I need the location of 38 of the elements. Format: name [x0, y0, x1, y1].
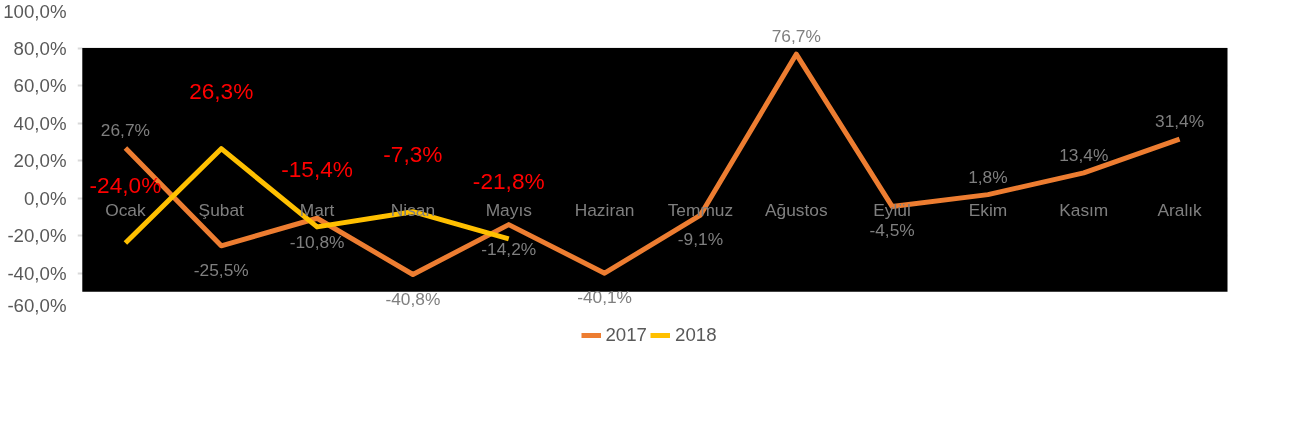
data-label: -14,2%: [481, 238, 537, 259]
data-label: 26,7%: [100, 119, 150, 140]
legend-label: 2018: [675, 324, 717, 346]
y-tick-label: 60,0%: [13, 75, 67, 96]
y-tick-label: 20,0%: [13, 150, 67, 171]
y-tick-label: -20,0%: [7, 225, 67, 246]
x-tick-label: Aralık: [1157, 200, 1203, 220]
x-tick-label: Haziran: [574, 200, 635, 220]
data-label: -9,1%: [677, 229, 724, 250]
data-label: -24,0%: [89, 172, 162, 198]
y-tick-label: 40,0%: [13, 112, 67, 134]
data-label: -40,8%: [385, 288, 441, 309]
y-tick-label: 100,0%: [3, 0, 67, 22]
x-tick-label: Ekim: [968, 200, 1008, 220]
data-label: -7,3%: [383, 140, 443, 167]
x-tick-label: Ağustos: [764, 200, 828, 220]
data-label: 13,4%: [1059, 144, 1109, 165]
x-tick-label: Şubat: [198, 200, 245, 220]
data-label: -15,4%: [281, 155, 353, 182]
y-tick-label: -60,0%: [7, 294, 67, 316]
x-tick-label: Mart: [299, 200, 335, 220]
data-label: -10,8%: [289, 232, 345, 253]
data-label: 31,4%: [1155, 111, 1205, 132]
data-label: 1,8%: [968, 166, 1008, 187]
y-tick-label: -40,0%: [7, 262, 67, 284]
data-label: 76,7%: [771, 26, 821, 47]
data-label: 26,3%: [189, 77, 254, 104]
x-tick-label: Ocak: [105, 200, 146, 220]
data-label: -25,5%: [193, 259, 249, 280]
x-tick-label: Eylül: [873, 200, 911, 220]
data-label: -21,8%: [472, 167, 545, 194]
data-label: -4,5%: [869, 220, 915, 241]
data-label: -40,1%: [577, 287, 633, 308]
x-tick-label: Kasım: [1059, 200, 1109, 220]
y-tick-label: 0,0%: [23, 187, 67, 209]
y-tick-label: 80,0%: [13, 37, 67, 59]
legend-label: 2017: [605, 324, 647, 346]
x-tick-label: Mayıs: [485, 200, 533, 220]
